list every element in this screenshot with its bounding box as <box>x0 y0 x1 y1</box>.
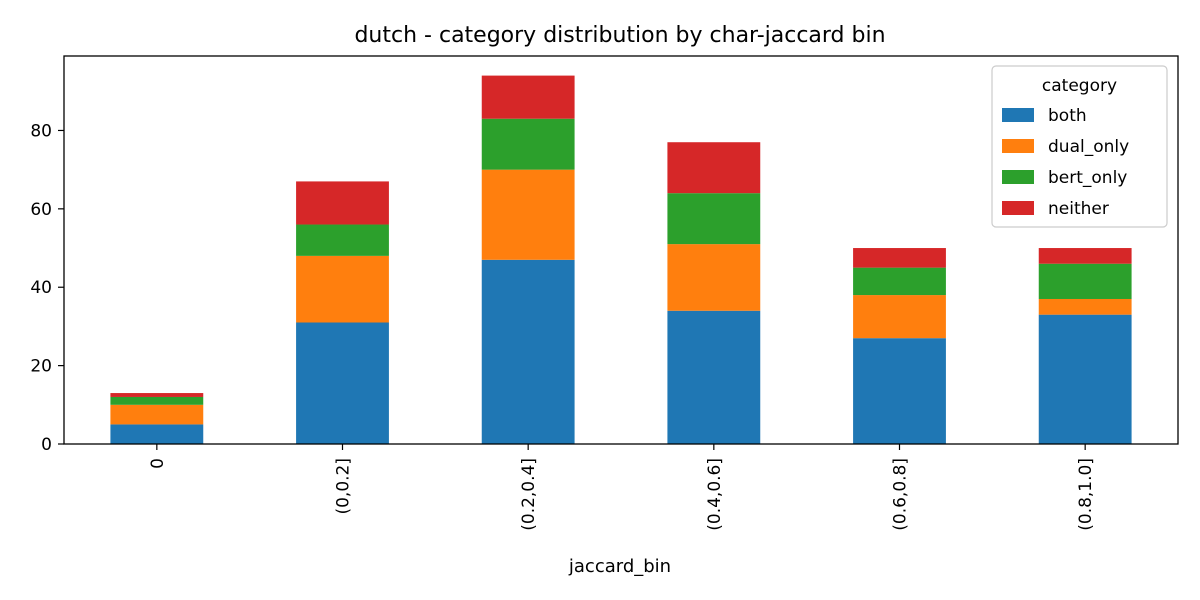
bar-neither-2 <box>481 75 575 119</box>
y-tick-label: 80 <box>30 121 52 141</box>
bar-bert-only-3 <box>667 193 761 245</box>
bar-dual-only-5 <box>1038 298 1132 315</box>
y-tick-label: 20 <box>30 357 52 377</box>
legend-label-neither: neither <box>1048 199 1109 219</box>
bar-neither-4 <box>853 248 946 268</box>
legend-label-bert-only: bert_only <box>1048 168 1127 188</box>
y-tick-label: 40 <box>30 278 52 298</box>
bar-neither-0 <box>110 393 204 397</box>
plot-frame <box>63 55 1179 445</box>
legend-swatch-bert-only <box>1002 170 1034 184</box>
bar-bert-only-1 <box>296 224 389 256</box>
bar-dual-only-0 <box>110 404 204 425</box>
bars-layer <box>110 75 1132 444</box>
bar-bert-only-0 <box>110 396 204 405</box>
bar-both-0 <box>110 424 204 444</box>
bar-dual-only-4 <box>853 295 946 339</box>
bar-bert-only-5 <box>1038 263 1132 299</box>
bar-dual-only-3 <box>667 244 761 311</box>
legend-label-both: both <box>1048 106 1087 126</box>
bar-bert-only-4 <box>853 267 946 296</box>
x-tick-label: (0,0.2] <box>334 458 354 515</box>
y-axis: 0 20 40 60 80 <box>30 121 64 455</box>
y-tick-label: 60 <box>30 200 52 220</box>
bar-both-3 <box>667 310 761 444</box>
bar-neither-5 <box>1038 248 1132 264</box>
bar-bert-only-2 <box>481 118 575 170</box>
bar-neither-1 <box>296 181 389 225</box>
y-tick-label: 0 <box>41 435 52 455</box>
x-tick-label: (0.8,1.0] <box>1076 458 1096 531</box>
x-tick-label: (0.4,0.6] <box>705 458 725 531</box>
legend-title: category <box>1042 76 1117 96</box>
x-axis-label: jaccard_bin <box>568 556 671 577</box>
x-tick-label: (0.2,0.4] <box>519 458 539 531</box>
bar-dual-only-2 <box>481 169 575 260</box>
bar-both-4 <box>853 338 946 444</box>
legend-label-dual-only: dual_only <box>1048 137 1129 157</box>
legend-swatch-both <box>1002 108 1034 122</box>
bar-both-1 <box>296 322 389 444</box>
legend-box <box>991 65 1168 228</box>
bar-both-5 <box>1038 314 1132 444</box>
chart-title: dutch - category distribution by char-ja… <box>354 23 885 48</box>
x-tick-label: (0.6,0.8] <box>891 458 911 531</box>
bar-both-2 <box>481 259 575 444</box>
legend-swatch-neither <box>1002 201 1034 215</box>
bar-neither-3 <box>667 142 761 194</box>
bar-dual-only-1 <box>296 255 389 323</box>
legend-swatch-dual-only <box>1002 139 1034 153</box>
x-axis: 0 (0,0.2] (0.2,0.4] (0.4,0.6] (0.6,0.8] (0.8,… <box>148 444 1096 531</box>
x-tick-label: 0 <box>148 458 168 469</box>
